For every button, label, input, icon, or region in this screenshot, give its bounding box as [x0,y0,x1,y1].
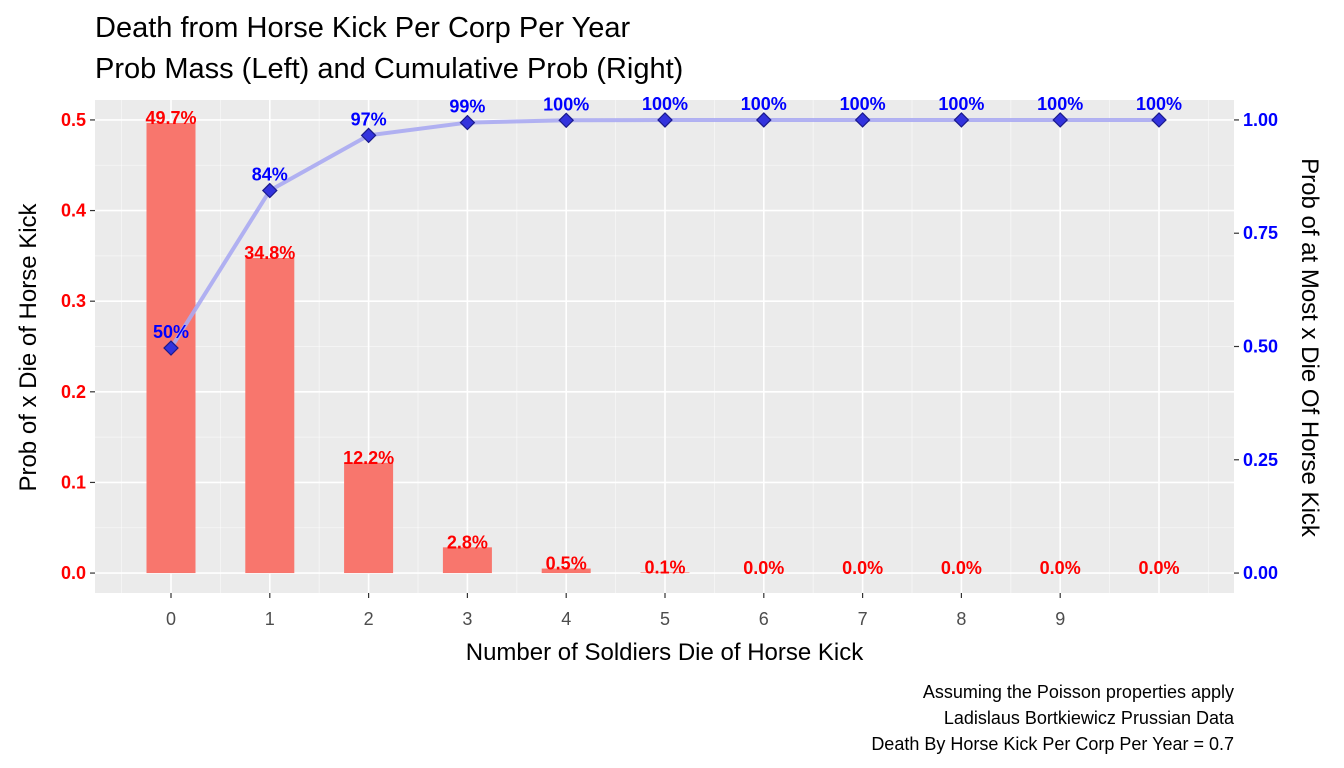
x-tick-label: 9 [1055,609,1065,629]
bar-label: 0.0% [1040,558,1081,578]
x-tick-label: 0 [166,609,176,629]
cumulative-point [755,112,772,128]
cumulative-label: 100% [642,94,688,114]
y-axis-title-right: Prob of at Most x Die Of Horse Kick [1296,158,1323,538]
cumulative-series: 50% 84% 97% 99% 100% 100% 100% 100% 100% 100% 100% [153,94,1182,356]
bar [344,462,394,574]
cumulative-point [1052,112,1069,128]
caption-line-3: Death By Horse Kick Per Corp Per Year = … [871,734,1234,754]
bar-label: 0.1% [644,557,685,577]
x-tick-label: 8 [956,609,966,629]
bar [442,547,492,574]
bar-label: 2.8% [447,532,488,552]
cumulative-point [558,112,575,129]
y-tick-label-left: 0.5 [61,110,86,130]
x-tick-label: 6 [759,609,769,629]
x-tick-label: 5 [660,609,670,629]
x-tick-label: 7 [858,609,868,629]
x-tick-label: 2 [364,609,374,629]
y-tick-label-right: 0.25 [1243,450,1278,470]
cumulative-point [854,112,871,128]
cumulative-label: 100% [741,94,787,114]
caption-line-2: Ladislaus Bortkiewicz Prussian Data [944,708,1235,728]
y-tick-label-left: 0.4 [61,201,86,221]
caption-line-1: Assuming the Poisson properties apply [923,682,1234,702]
y-tick-label-right: 1.00 [1243,110,1278,130]
cumulative-label: 84% [252,165,288,185]
x-axis-title: Number of Soldiers Die of Horse Kick [466,639,864,666]
bar-label: 0.0% [941,558,982,578]
cumulative-label: 100% [938,94,984,114]
y-tick-label-right: 0.50 [1243,337,1278,357]
bar [541,568,591,574]
cumulative-point [1151,112,1167,128]
cumulative-label: 100% [1136,94,1182,114]
bar [640,572,690,574]
bar-label: 0.0% [842,558,883,578]
x-tick-label: 3 [462,609,472,629]
cumulative-label: 100% [840,94,886,114]
bar [245,258,295,574]
bar-label: 0.5% [546,554,587,574]
axis-ticks: 0.0 0.1 0.2 0.3 0.4 0.5 0.00 0.25 0.50 0.75 1.00 0 1… [61,110,1278,629]
chart-subtitle: Prob Mass (Left) and Cumulative Prob (Ri… [95,53,683,85]
y-tick-label-left: 0.1 [61,472,86,492]
bar-label: 12.2% [343,448,394,468]
cumulative-label: 97% [351,109,387,129]
cumulative-label: 50% [153,322,189,342]
chart-title: Death from Horse Kick Per Corp Per Year [95,12,630,44]
cumulative-point [459,114,476,131]
y-tick-label-left: 0.0 [61,563,86,583]
cumulative-point [953,112,970,128]
cumulative-point [360,127,377,144]
y-tick-label-left: 0.2 [61,382,86,402]
cumulative-point [261,182,278,199]
bar-series: 49.7% 34.8% 12.2% 2.8% 0.5% 0.1% 0.0% 0.0% 0.0% 0… [145,108,1179,578]
cumulative-point [657,112,673,128]
cumulative-label: 100% [1037,94,1083,114]
y-tick-label-left: 0.3 [61,291,86,311]
cumulative-label: 99% [449,97,485,117]
y-tick-label-right: 0.00 [1243,563,1278,583]
bar-label: 49.7% [145,108,196,128]
x-tick-label: 4 [561,609,571,629]
cumulative-point [163,340,179,356]
bar-label: 0.0% [743,558,784,578]
y-tick-label-right: 0.75 [1243,223,1278,243]
cumulative-label: 100% [543,94,589,114]
y-axis-title-left: Prob of x Die of Horse Kick [15,202,42,491]
x-tick-label: 1 [265,609,275,629]
bar-label: 34.8% [244,243,295,263]
bar-label: 0.0% [1138,558,1179,578]
